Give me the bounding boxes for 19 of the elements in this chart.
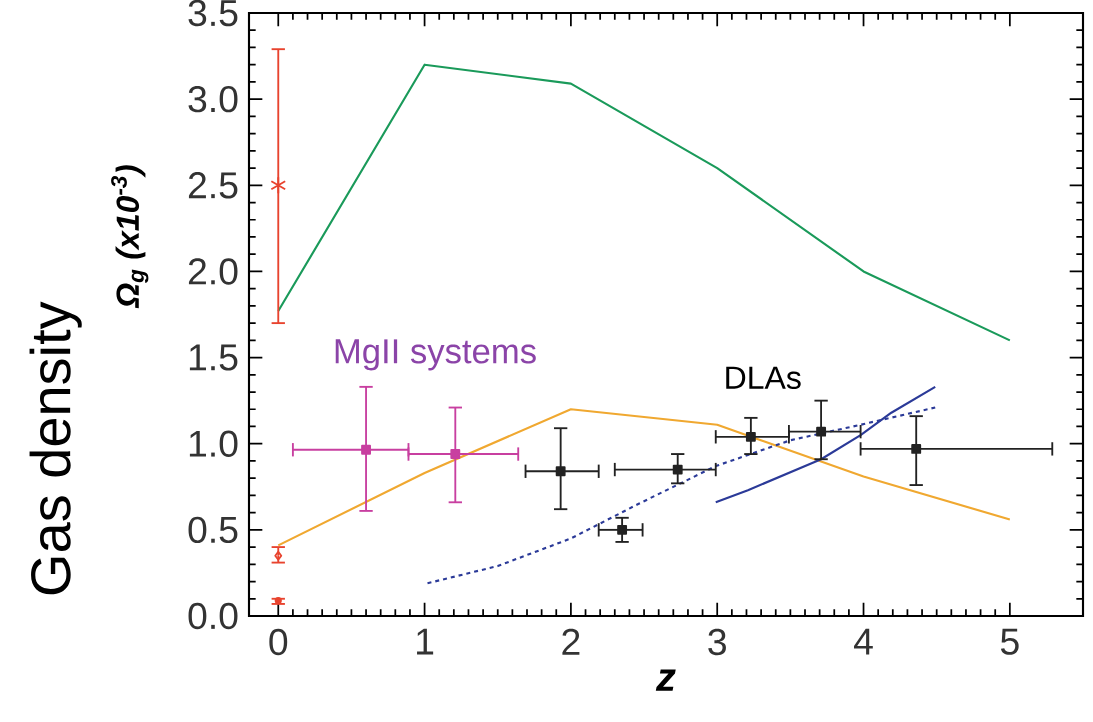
y-tick-label: 1.0 — [189, 430, 238, 457]
x-tick-label: 5 — [1000, 628, 1019, 655]
x-tick-label: 0 — [269, 628, 288, 656]
annotation: MgII systems — [335, 339, 536, 371]
x-tick-label: 3 — [708, 628, 726, 656]
annotation: DLAs — [726, 366, 801, 389]
y-tick-label: 0.0 — [188, 602, 238, 630]
y-tick-label: 0.5 — [188, 516, 238, 544]
x-tick-label: 1 — [417, 628, 434, 655]
y-tick-label: 1.5 — [189, 344, 238, 371]
y-tick-label: 2.5 — [188, 172, 238, 199]
y-tick-label: 3.5 — [188, 0, 238, 27]
y-tick-label: 3.0 — [188, 85, 238, 113]
x-tick-label: 2 — [562, 628, 580, 655]
text: Gas density — [29, 301, 82, 595]
y-axis-title: Ω$_{g}$ (x10$^{-3}$) — [111, 165, 149, 309]
x-tick-label: 4 — [854, 628, 873, 655]
x-axis-title: z — [655, 669, 676, 691]
y-tick-label: 2.0 — [188, 258, 238, 285]
